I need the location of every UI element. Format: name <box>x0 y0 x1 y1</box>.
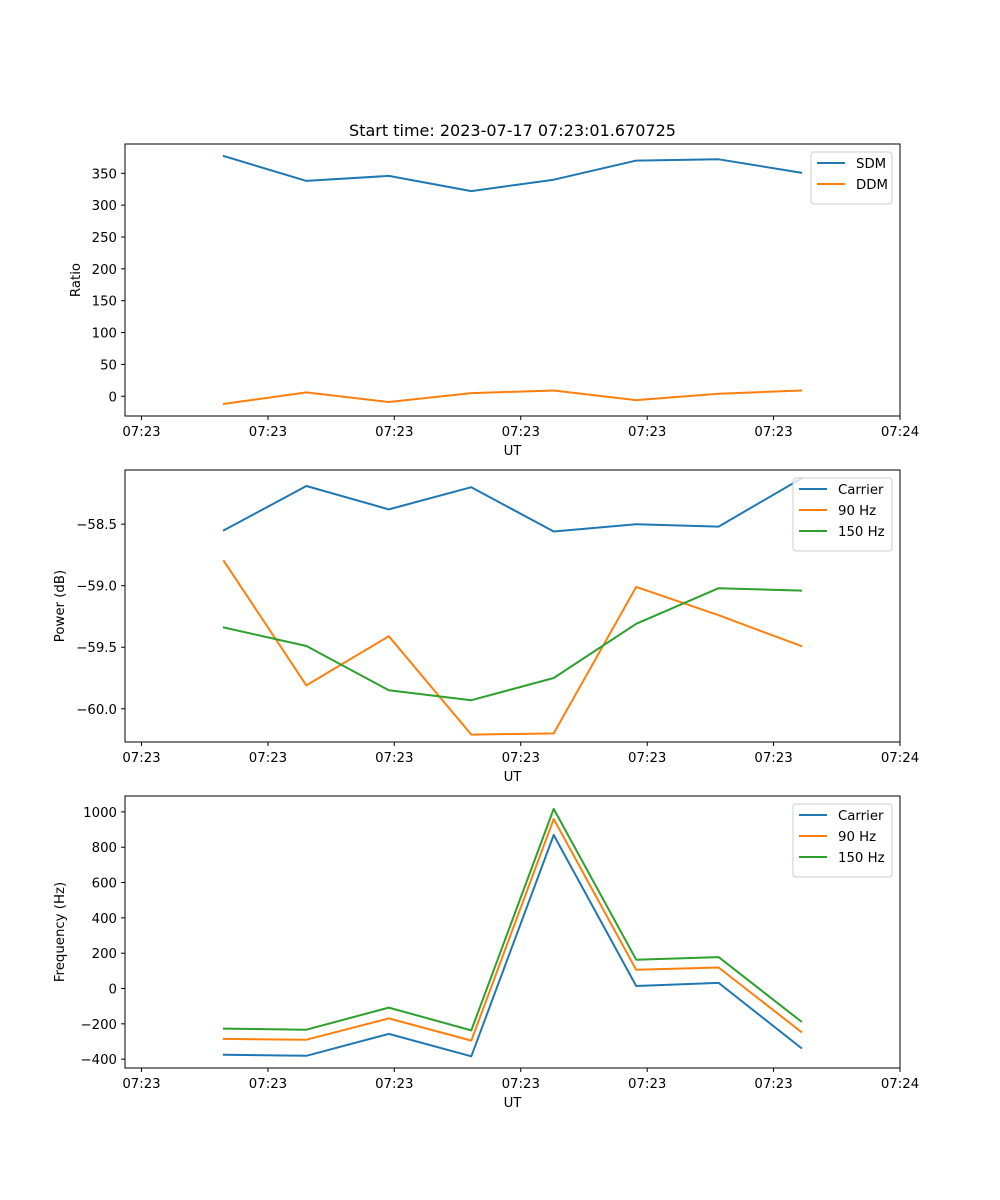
y-tick-label: −400 <box>80 1053 117 1068</box>
chart-panels: 07:23 07:23 07:23 07:23 07:23 07:23 07:24 0 50 10… <box>53 143 919 1111</box>
x-tick-label: 07:23 <box>122 425 160 440</box>
y-tick-label: 200 <box>92 947 117 962</box>
legend: SDM DDM <box>810 151 893 205</box>
figure-title: Start time: 2023-07-17 07:23:01.670725 <box>349 121 676 140</box>
x-tick-label: 07:23 <box>502 425 540 440</box>
axes-frame <box>124 143 901 417</box>
y-tick-label: −59.5 <box>76 641 117 656</box>
x-tick-label: 07:23 <box>249 425 287 440</box>
x-tick-label: 07:24 <box>881 1077 919 1092</box>
x-tick-label: 07:23 <box>628 1077 666 1092</box>
legend-label: DDM <box>856 178 888 193</box>
series-line-90-hz <box>222 818 803 1042</box>
y-axis-label: Frequency (Hz) <box>53 882 68 982</box>
chart-panel-3: 07:23 07:23 07:23 07:23 07:23 07:23 07:24 −400 −… <box>53 795 919 1111</box>
y-tick-label: 300 <box>92 199 117 214</box>
series-line-sdm <box>222 154 803 193</box>
y-tick-label: −58.5 <box>76 518 117 533</box>
legend-label: Carrier <box>838 809 884 824</box>
y-tick-label: 200 <box>92 263 117 278</box>
x-tick-label: 07:23 <box>249 1077 287 1092</box>
chart-panel-1: 07:23 07:23 07:23 07:23 07:23 07:23 07:24 0 50 10… <box>69 143 919 459</box>
x-tick-label: 07:23 <box>122 751 160 766</box>
y-tick-label: −200 <box>80 1018 117 1033</box>
x-tick-label: 07:23 <box>375 751 413 766</box>
x-tick-label: 07:23 <box>754 425 792 440</box>
y-tick-label: −60.0 <box>76 703 117 718</box>
y-tick-label: 800 <box>92 841 117 856</box>
x-tick-label: 07:23 <box>754 1077 792 1092</box>
y-tick-label: 400 <box>92 912 117 927</box>
y-tick-label: −59.0 <box>76 580 117 595</box>
y-tick-label: 0 <box>109 390 117 405</box>
x-tick-label: 07:23 <box>249 751 287 766</box>
x-tick-label: 07:23 <box>375 425 413 440</box>
legend-box <box>792 477 893 552</box>
y-tick-label: 600 <box>92 877 117 892</box>
x-axis-label: UT <box>504 1096 523 1111</box>
x-axis-label: UT <box>504 444 523 459</box>
x-axis-label: UT <box>504 770 523 785</box>
x-tick-label: 07:24 <box>881 751 919 766</box>
y-axis-label: Power (dB) <box>53 570 68 642</box>
x-tick-label: 07:23 <box>754 751 792 766</box>
legend-label: Carrier <box>838 483 884 498</box>
y-tick-label: 350 <box>92 167 117 182</box>
legend-label: SDM <box>856 157 886 172</box>
y-axis-label: Ratio <box>69 263 84 297</box>
series-line-carrier <box>222 477 803 533</box>
legend-box <box>810 151 893 205</box>
y-tick-label: 0 <box>109 983 117 998</box>
y-tick-label: 100 <box>92 327 117 342</box>
series-line-90-hz <box>222 559 803 736</box>
x-tick-label: 07:23 <box>502 751 540 766</box>
x-tick-label: 07:24 <box>881 425 919 440</box>
legend-box <box>792 803 893 878</box>
chart-panel-2: 07:23 07:23 07:23 07:23 07:23 07:23 07:24 −60.0… <box>53 469 919 785</box>
legend-label: 150 Hz <box>838 525 885 540</box>
legend-label: 90 Hz <box>838 504 876 519</box>
legend-label: 90 Hz <box>838 830 876 845</box>
y-tick-label: 250 <box>92 231 117 246</box>
axes-frame <box>124 795 901 1069</box>
x-tick-label: 07:23 <box>375 1077 413 1092</box>
x-tick-label: 07:23 <box>122 1077 160 1092</box>
series-line-150-hz <box>222 587 803 702</box>
x-tick-label: 07:23 <box>628 425 666 440</box>
y-tick-label: 50 <box>100 358 117 373</box>
y-tick-label: 1000 <box>83 806 117 821</box>
legend: Carrier 90 Hz 150 Hz <box>792 477 893 552</box>
axes-frame <box>124 469 901 743</box>
x-tick-label: 07:23 <box>628 751 666 766</box>
y-tick-label: 150 <box>92 295 117 310</box>
series-line-carrier <box>222 834 803 1058</box>
x-tick-label: 07:23 <box>502 1077 540 1092</box>
legend-label: 150 Hz <box>838 851 885 866</box>
series-line-150-hz <box>222 807 803 1032</box>
series-line-ddm <box>222 389 803 406</box>
legend: Carrier 90 Hz 150 Hz <box>792 803 893 878</box>
